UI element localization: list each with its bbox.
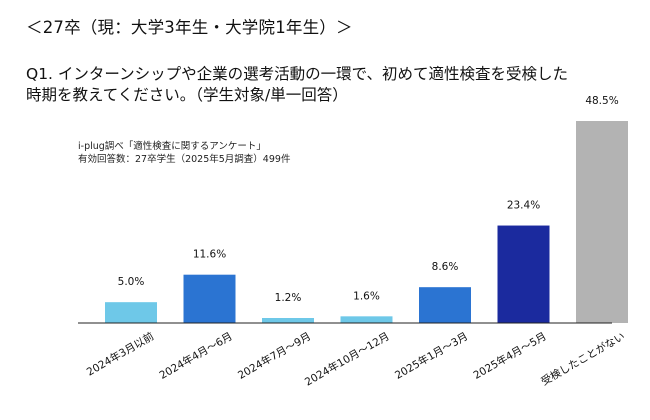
source-line-2: 有効回答数：27卒学生（2025年5月調査）499件 xyxy=(78,154,291,165)
value-label-2: 11.6% xyxy=(193,249,226,261)
bar-2 xyxy=(183,274,236,323)
bar-6 xyxy=(497,225,550,323)
tick-label-5: 2025年1月～3月 xyxy=(393,330,471,382)
tick-label-4: 2024年10月～12月 xyxy=(302,330,391,389)
page-header: ＜27卒（現：大学3年生・大学院1年生）＞ xyxy=(26,18,353,37)
value-labels-group: 5.0% 11.6% 1.2% 1.6% 8.6% 23.4% 48.5% xyxy=(118,95,619,304)
value-label-5: 8.6% xyxy=(432,261,459,273)
tick-labels-group: 2024年3月以前 2024年4月～6月 2024年7月～9月2024年10月～12… xyxy=(84,330,627,389)
question-text: Q1. インターンシップや企業の選考活動の一環で、初めて適性検査を受検した 時期… xyxy=(26,64,626,106)
source-note: i-plug調べ「適性検査に関するアンケート」 有効回答数：27卒学生（2025… xyxy=(78,140,290,166)
value-label-4: 1.6% xyxy=(353,290,380,302)
tick-label-7: 受検したことがない xyxy=(539,330,627,389)
tick-label-3: 2024年7月～9月 xyxy=(236,330,314,382)
question-line-1: Q1. インターンシップや企業の選考活動の一環で、初めて適性検査を受検した xyxy=(26,65,569,83)
bar-3 xyxy=(262,318,314,323)
bar-4 xyxy=(340,316,393,323)
question-line-2: 時期を教えてください。（学生対象/単一回答） xyxy=(26,86,348,104)
bar-1 xyxy=(105,302,157,323)
value-label-3: 1.2% xyxy=(275,292,302,304)
tick-label-1: 2024年3月以前 xyxy=(84,330,156,379)
tick-label-6: 2025年4月～5月 xyxy=(471,330,549,382)
bar-7 xyxy=(576,121,628,323)
value-label-7: 48.5% xyxy=(585,95,618,107)
bar-5 xyxy=(419,287,471,323)
source-line-1: i-plug調べ「適性検査に関するアンケート」 xyxy=(78,141,266,152)
tick-label-2: 2024年4月～6月 xyxy=(157,330,235,382)
bars-group xyxy=(105,121,628,323)
value-label-6: 23.4% xyxy=(507,200,540,212)
value-label-1: 5.0% xyxy=(118,276,145,288)
